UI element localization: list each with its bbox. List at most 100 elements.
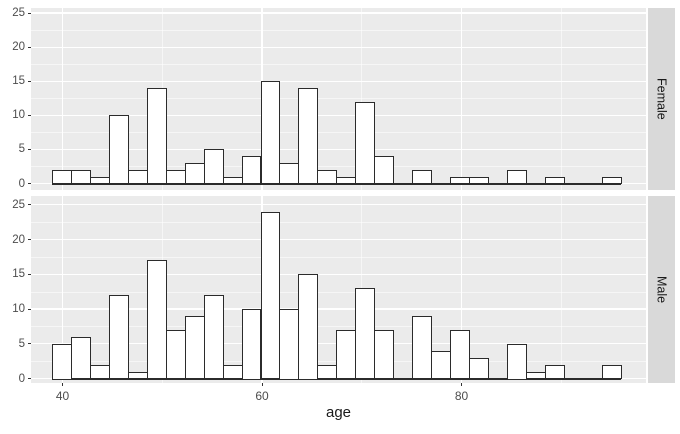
histogram-bar	[506, 169, 527, 185]
gridline-major-horizontal	[31, 114, 646, 116]
y-axis-tick-mark	[27, 114, 31, 116]
x-axis-tick-label: 80	[454, 388, 469, 403]
y-axis-tick-mark	[27, 46, 31, 48]
histogram-bar	[108, 115, 129, 185]
histogram-bar	[52, 169, 72, 185]
histogram-bar	[184, 163, 205, 185]
gridline-major-horizontal	[31, 148, 646, 150]
histogram-bar	[279, 309, 300, 380]
y-axis-tick-mark	[27, 183, 31, 184]
gridline-minor-horizontal	[31, 64, 646, 66]
histogram-bar	[165, 169, 186, 185]
histogram-bar	[127, 169, 148, 185]
gridline-major-horizontal	[31, 204, 646, 206]
facet-panel-male	[31, 196, 646, 383]
histogram-bar	[146, 88, 167, 185]
histogram-bar	[601, 364, 622, 380]
y-axis-tick-label: 5	[18, 143, 25, 156]
y-axis-tick-label: 25	[12, 198, 25, 211]
histogram-bar	[506, 343, 527, 380]
y-axis-tick-label: 15	[12, 75, 25, 88]
histogram-bar	[336, 329, 357, 380]
histogram-bar	[279, 163, 300, 185]
gridline-major-vertical	[61, 196, 64, 383]
x-axis-tick-mark	[62, 382, 63, 386]
y-axis-tick-mark	[27, 239, 31, 240]
histogram-bar	[222, 364, 243, 380]
histogram-bar	[525, 371, 546, 380]
histogram-bar	[165, 329, 186, 380]
y-axis-tick-label: 5	[18, 337, 25, 350]
histogram-bar	[241, 156, 262, 185]
x-axis-tick-label: 60	[255, 388, 269, 403]
histogram-bar	[260, 81, 281, 185]
histogram-bar	[241, 309, 262, 380]
histogram-bar	[52, 343, 72, 380]
histogram-bar	[412, 169, 433, 185]
y-axis-tick-mark	[27, 273, 31, 275]
histogram-bar	[89, 176, 110, 185]
y-axis-tick-label: 10	[12, 303, 25, 315]
gridline-minor-horizontal	[31, 291, 646, 293]
gridline-minor-horizontal	[31, 166, 646, 168]
histogram-bar	[298, 274, 319, 380]
histogram-bar	[544, 364, 565, 380]
facet-panel-female	[31, 7, 646, 190]
histogram-bar	[203, 149, 224, 185]
histogram-bar	[601, 176, 622, 185]
y-axis-tick-mark	[27, 12, 31, 14]
histogram-bar	[336, 176, 357, 185]
x-axis-tick-label: 40	[55, 388, 70, 403]
histogram-bar	[70, 336, 91, 380]
gridline-minor-horizontal	[31, 98, 646, 100]
y-axis-tick-label: 25	[12, 7, 25, 19]
histogram-bar	[431, 350, 451, 380]
histogram-bar	[317, 364, 338, 380]
histogram-bar	[450, 329, 470, 380]
x-axis-title: age	[325, 404, 352, 421]
histogram-bar	[89, 364, 110, 380]
y-axis-tick-mark	[27, 80, 31, 82]
histogram-bar	[355, 288, 376, 380]
histogram-bar	[260, 211, 281, 380]
gridline-minor-horizontal	[31, 222, 646, 224]
histogram-bar	[146, 260, 167, 380]
histogram-bar	[203, 295, 224, 380]
y-axis-tick-mark	[27, 148, 31, 150]
gridline-minor-horizontal	[31, 326, 646, 328]
histogram-bar	[374, 156, 395, 185]
gridline-minor-horizontal	[31, 30, 646, 32]
x-axis-tick-mark	[461, 382, 462, 386]
x-axis-tick-mark	[261, 382, 263, 386]
histogram-bar	[374, 329, 395, 380]
y-axis-tick-mark	[27, 308, 31, 310]
histogram-bar	[108, 295, 129, 380]
histogram-bar	[544, 176, 565, 185]
gridline-minor-vertical	[560, 196, 562, 383]
y-axis-tick-label: 20	[12, 41, 25, 54]
facet-strip-label: Female	[654, 77, 669, 120]
histogram-bar	[127, 371, 148, 380]
histogram-bar	[468, 176, 489, 185]
gridline-minor-horizontal	[31, 132, 646, 134]
facet-strip-male: Male	[648, 196, 675, 383]
gridline-major-horizontal	[31, 273, 646, 275]
y-axis-tick-mark	[27, 378, 31, 379]
gridline-major-horizontal	[31, 12, 646, 14]
y-axis-tick-mark	[27, 204, 31, 206]
gridline-major-horizontal	[31, 308, 646, 310]
y-axis-tick-label: 10	[12, 109, 25, 122]
histogram-bar	[222, 176, 243, 185]
facet-strip-label: Male	[654, 275, 669, 303]
histogram-bar	[184, 315, 205, 380]
histogram-bar	[450, 176, 470, 185]
y-axis-tick-mark	[27, 343, 31, 345]
y-axis-tick-label: 15	[12, 268, 25, 281]
gridline-major-horizontal	[31, 80, 646, 82]
y-axis-tick-label: 20	[12, 233, 25, 246]
histogram-bar	[468, 357, 489, 380]
histogram-bar	[317, 169, 338, 185]
gridline-minor-horizontal	[31, 256, 646, 258]
histogram-bar	[70, 169, 91, 185]
